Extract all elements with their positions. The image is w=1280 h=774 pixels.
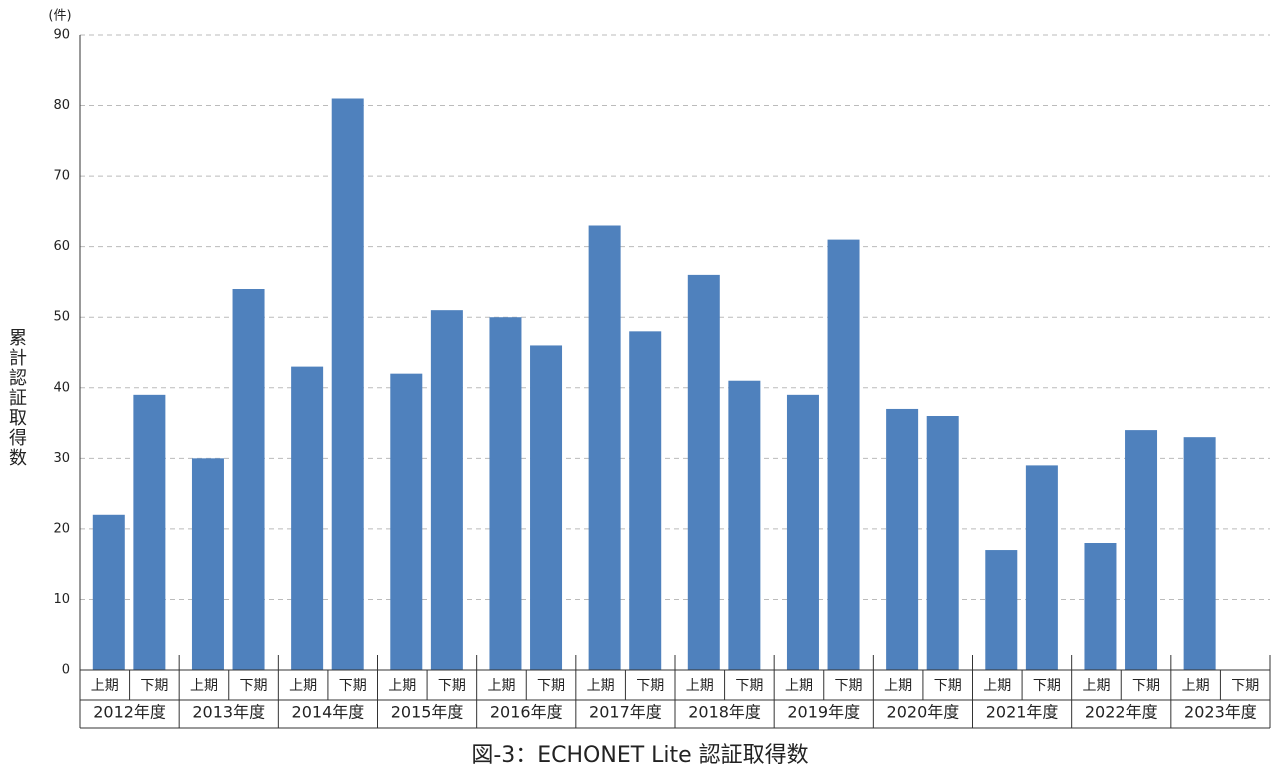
group-label: 2017年度 xyxy=(589,703,662,722)
y-tick-label: 0 xyxy=(62,663,70,678)
bar xyxy=(530,345,563,670)
bar xyxy=(629,331,662,670)
group-label: 2018年度 xyxy=(688,703,761,722)
bar xyxy=(1084,543,1117,670)
x-tick-label: 上期 xyxy=(785,678,813,694)
y-tick-label: 90 xyxy=(53,28,70,43)
x-tick-label: 上期 xyxy=(487,678,515,694)
x-tick-label: 下期 xyxy=(835,678,863,694)
bar xyxy=(926,416,959,670)
x-tick-label: 下期 xyxy=(140,678,168,694)
x-tick-label: 下期 xyxy=(438,678,466,694)
bar xyxy=(687,274,720,670)
x-tick-label: 上期 xyxy=(587,678,615,694)
bar xyxy=(430,310,463,670)
x-tick-label: 上期 xyxy=(190,678,218,694)
bar xyxy=(191,458,224,670)
x-tick-label: 下期 xyxy=(735,678,763,694)
x-tick-label: 上期 xyxy=(289,678,317,694)
x-tick-label: 下期 xyxy=(339,678,367,694)
x-tick-label: 下期 xyxy=(636,678,664,694)
bar xyxy=(886,408,919,670)
group-label: 2013年度 xyxy=(192,703,265,722)
group-label: 2016年度 xyxy=(490,703,563,722)
y-unit: (件) xyxy=(48,9,71,24)
group-label: 2022年度 xyxy=(1085,703,1158,722)
x-tick-label: 下期 xyxy=(537,678,565,694)
x-tick-label: 上期 xyxy=(91,678,119,694)
y-tick-label: 50 xyxy=(53,310,70,325)
group-label: 2014年度 xyxy=(292,703,365,722)
group-label: 2015年度 xyxy=(391,703,464,722)
x-tick-label: 下期 xyxy=(1231,678,1259,694)
x-tick-label: 下期 xyxy=(240,678,268,694)
group-label: 2019年度 xyxy=(787,703,860,722)
x-tick-label: 下期 xyxy=(934,678,962,694)
x-tick-label: 上期 xyxy=(983,678,1011,694)
chart-title: 図-3：ECHONET Lite 認証取得数 xyxy=(471,743,808,768)
x-tick-label: 上期 xyxy=(686,678,714,694)
x-tick-label: 下期 xyxy=(1033,678,1061,694)
bar xyxy=(588,225,621,670)
group-label: 2020年度 xyxy=(887,703,960,722)
y-tick-label: 70 xyxy=(53,169,70,184)
bar xyxy=(827,239,860,670)
bar xyxy=(133,394,166,670)
bar xyxy=(92,514,125,670)
bar xyxy=(1025,465,1058,670)
group-label: 2012年度 xyxy=(93,703,166,722)
group-label: 2023年度 xyxy=(1184,703,1257,722)
group-label: 2021年度 xyxy=(986,703,1059,722)
y-axis-label: 累計認証取得数 xyxy=(6,328,27,468)
bar xyxy=(786,394,819,670)
x-tick-label: 上期 xyxy=(1182,678,1210,694)
bar xyxy=(728,380,761,670)
bar xyxy=(390,373,423,670)
y-tick-label: 10 xyxy=(53,592,70,607)
bar xyxy=(985,550,1018,670)
bar xyxy=(1183,437,1216,670)
x-tick-label: 上期 xyxy=(884,678,912,694)
bar xyxy=(331,98,364,670)
bar xyxy=(1125,430,1158,670)
bar xyxy=(489,317,522,670)
x-tick-label: 上期 xyxy=(388,678,416,694)
bar xyxy=(291,366,324,670)
x-tick-label: 下期 xyxy=(1132,678,1160,694)
y-tick-label: 20 xyxy=(53,521,70,536)
y-tick-label: 40 xyxy=(53,380,70,395)
y-tick-label: 80 xyxy=(53,98,70,113)
x-tick-label: 上期 xyxy=(1082,678,1110,694)
y-tick-label: 30 xyxy=(53,451,70,466)
bar xyxy=(232,289,265,670)
y-tick-label: 60 xyxy=(53,239,70,254)
